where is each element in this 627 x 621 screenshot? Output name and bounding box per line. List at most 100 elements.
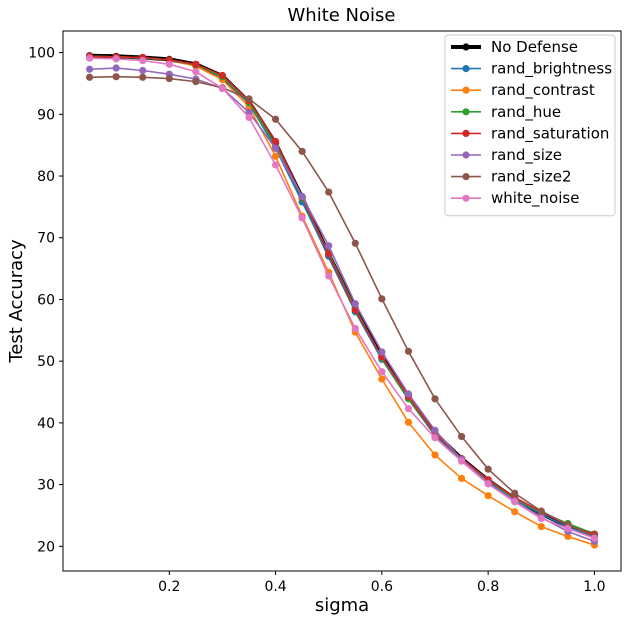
data-point xyxy=(537,522,545,531)
series-white-noise xyxy=(85,54,599,542)
data-point xyxy=(431,434,439,442)
legend-label: rand_brightness xyxy=(491,60,612,79)
data-point xyxy=(112,64,120,72)
data-point xyxy=(245,95,253,103)
legend-item: rand_saturation xyxy=(451,124,609,143)
data-point xyxy=(431,395,439,403)
legend-item: rand_brightness xyxy=(451,60,612,79)
data-point xyxy=(431,426,439,434)
legend-label: white_noise xyxy=(491,189,579,208)
legend-item: rand_contrast xyxy=(451,81,595,100)
series-line xyxy=(89,75,595,538)
axes: 0.2 0.4 0.6 0.8 1.0 20 30 40 50 60 70 80 90 100 xyxy=(28,46,605,595)
data-point xyxy=(271,137,280,146)
legend-item: rand_size xyxy=(451,146,562,165)
data-point xyxy=(139,66,147,75)
legend-label: rand_size xyxy=(491,146,562,165)
data-point xyxy=(537,507,545,515)
data-point xyxy=(192,78,200,86)
series-line xyxy=(89,55,595,536)
data-point xyxy=(298,214,306,222)
data-point xyxy=(218,84,227,92)
y-tick-label: 50 xyxy=(37,354,55,370)
data-point xyxy=(351,300,359,308)
legend-label: No Defense xyxy=(491,38,578,56)
legend-swatch-marker xyxy=(462,129,470,137)
data-point xyxy=(404,390,413,398)
data-point xyxy=(457,432,466,441)
legend-swatch-marker xyxy=(462,173,470,181)
data-point xyxy=(511,498,519,506)
legend-box xyxy=(444,34,616,217)
legend-swatch-marker xyxy=(462,151,470,159)
data-point xyxy=(271,115,280,123)
data-point xyxy=(484,465,492,473)
data-point xyxy=(325,242,333,250)
x-tick-label: 0.8 xyxy=(477,579,499,595)
series-line xyxy=(89,57,595,540)
data-point xyxy=(325,272,333,280)
series-line xyxy=(89,67,595,543)
y-tick-label: 90 xyxy=(37,107,55,123)
x-tick-label: 1.0 xyxy=(583,579,605,595)
data-point xyxy=(404,347,413,355)
legend-item: white_noise xyxy=(451,189,579,208)
legend-swatch-marker xyxy=(462,86,470,94)
legend-label: rand_size2 xyxy=(491,168,572,187)
data-point xyxy=(484,480,492,488)
data-point xyxy=(245,113,253,121)
data-point xyxy=(351,239,359,247)
data-point xyxy=(511,489,519,497)
data-point xyxy=(457,457,466,465)
data-point xyxy=(165,60,173,68)
legend-item: rand_size2 xyxy=(451,168,572,187)
data-point xyxy=(218,71,227,80)
legend-item: No Defense xyxy=(451,38,578,56)
y-tick-label: 70 xyxy=(37,231,55,247)
data-point xyxy=(165,74,173,83)
x-axis-title: sigma xyxy=(315,595,369,616)
data-point xyxy=(85,54,94,62)
data-point xyxy=(112,73,120,81)
x-tick-label: 0.2 xyxy=(158,579,180,595)
legend-item: rand_hue xyxy=(451,103,561,122)
legend: No Defense rand_brightness rand_contrastra… xyxy=(444,34,616,217)
x-tick-label: 0.4 xyxy=(264,579,286,595)
data-point xyxy=(404,418,413,426)
data-point xyxy=(484,492,492,500)
data-point xyxy=(271,161,280,169)
data-point xyxy=(298,192,306,200)
data-point xyxy=(85,65,94,73)
y-tick-label: 80 xyxy=(37,169,55,185)
legend-swatch-marker xyxy=(462,65,470,73)
data-point xyxy=(378,348,386,356)
data-point xyxy=(271,144,280,152)
data-point xyxy=(271,152,280,160)
legend-swatch-marker xyxy=(462,43,470,51)
data-point xyxy=(85,73,94,81)
y-tick-label: 40 xyxy=(37,416,55,432)
legend-swatch-marker xyxy=(462,194,470,202)
data-point xyxy=(192,60,200,68)
data-point xyxy=(139,57,147,65)
plot-frame xyxy=(62,30,622,572)
y-tick-label: 60 xyxy=(37,292,55,308)
y-tick-label: 100 xyxy=(28,46,55,62)
legend-label: rand_saturation xyxy=(491,124,609,143)
data-point xyxy=(537,514,545,523)
legend-label: rand_hue xyxy=(491,103,561,122)
data-point xyxy=(457,474,466,483)
y-tick-label: 20 xyxy=(37,539,55,555)
plot-area xyxy=(85,52,599,549)
data-point xyxy=(378,368,386,376)
data-point xyxy=(325,250,333,258)
data-point xyxy=(378,295,386,303)
data-point xyxy=(192,68,200,76)
data-point xyxy=(431,451,439,459)
data-point xyxy=(564,532,572,541)
data-point xyxy=(564,524,572,533)
data-point xyxy=(404,405,413,413)
y-tick-label: 30 xyxy=(37,478,55,494)
legend-swatch-marker xyxy=(462,108,470,116)
